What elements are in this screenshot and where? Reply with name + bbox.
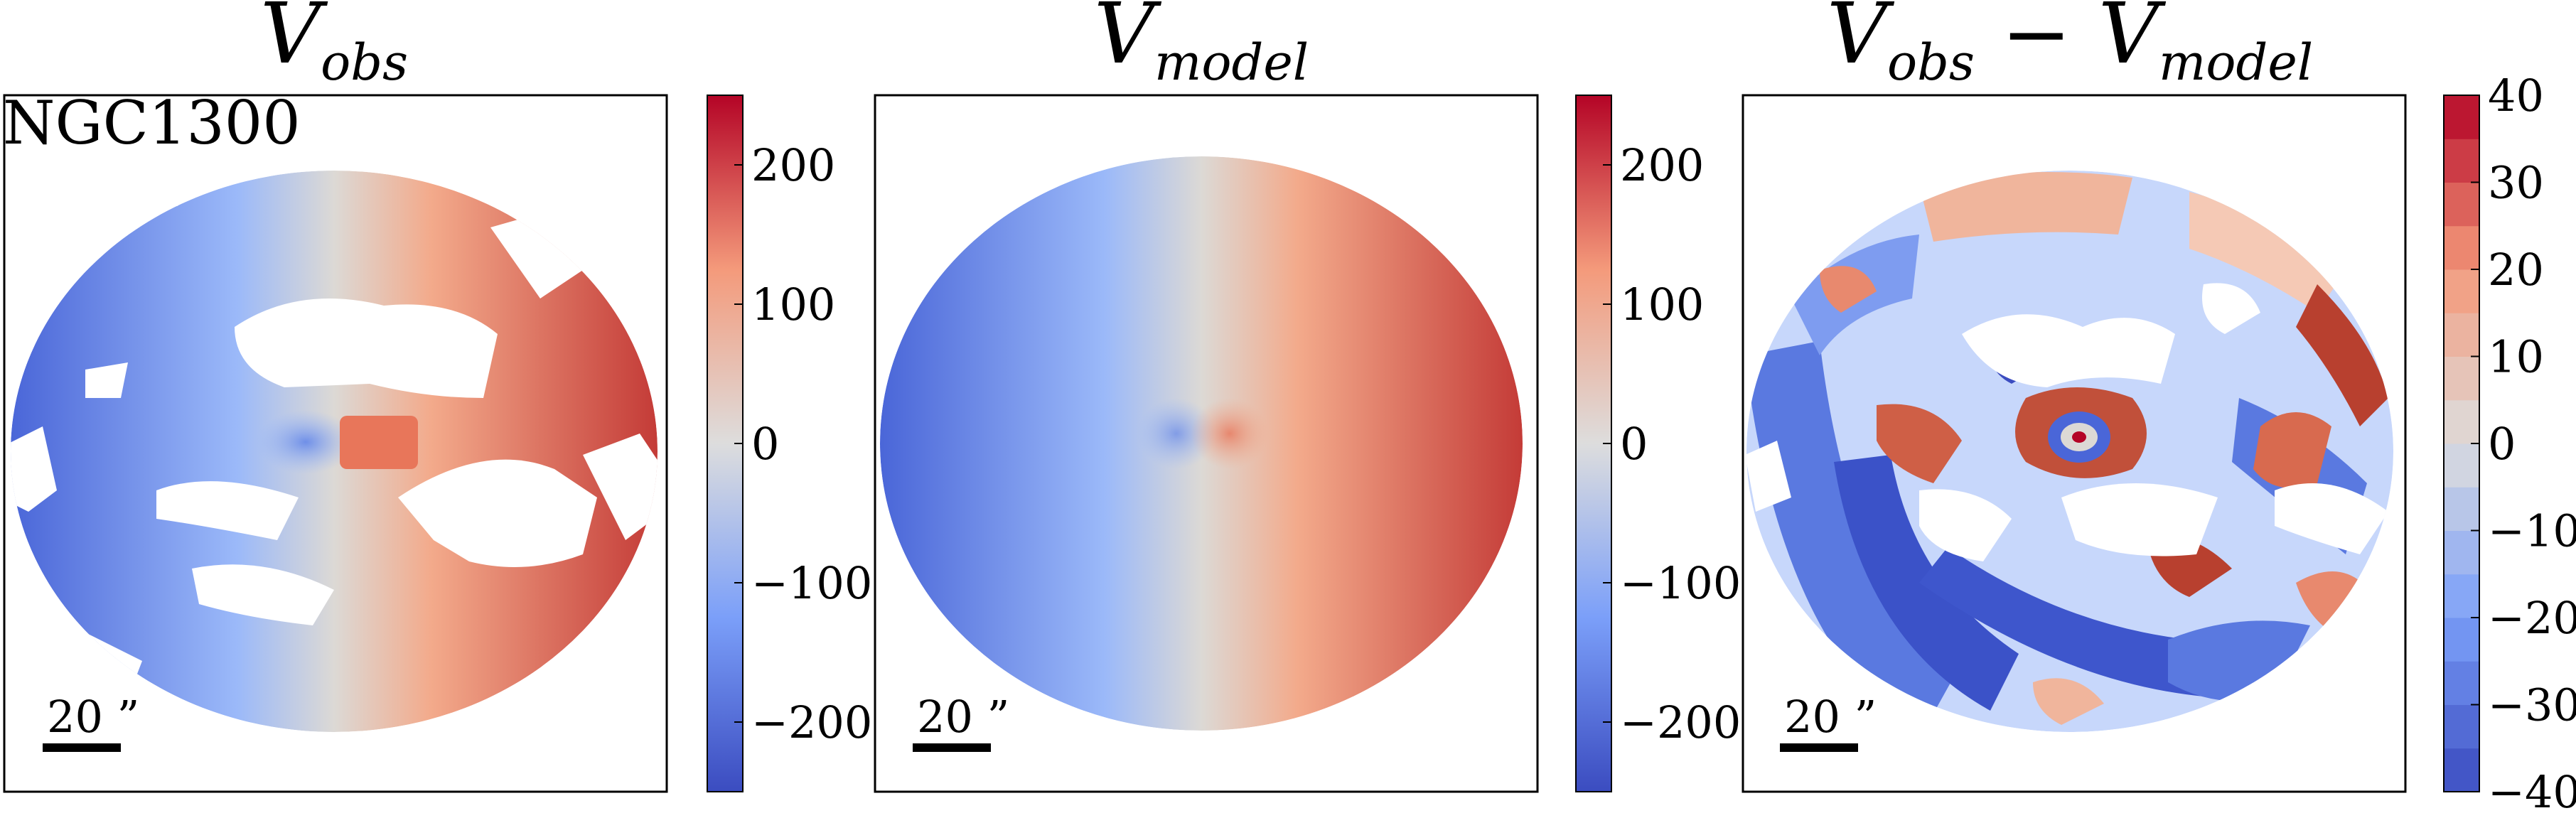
residual-scale-bar <box>1780 743 1858 752</box>
colorbar-tick-label: 30 <box>2488 157 2544 209</box>
colorbar-tick-label: −200 <box>751 696 872 748</box>
residual-scale-bar-label: 20 ” <box>1784 691 1877 743</box>
colorbar-tick-label: −20 <box>2488 592 2576 644</box>
panel-title-residual: Vobs − Vmodel <box>1827 0 2313 92</box>
colorbar-level <box>2444 530 2479 575</box>
vmodel-scale-bar-label: 20 ” <box>917 691 1009 743</box>
colorbar-tick-label: 0 <box>2488 418 2516 470</box>
colorbar-tick-label: −10 <box>2488 505 2576 557</box>
colorbar-tick-label: 200 <box>1620 139 1704 191</box>
colorbar-level <box>2444 443 2479 488</box>
colorbar-tick-label: −30 <box>2488 679 2576 731</box>
vobs-scale-bar-label: 20 ” <box>47 691 139 743</box>
colorbar-level <box>2444 356 2479 401</box>
vmodel-velocity-field <box>880 156 1523 731</box>
colorbar-level <box>2444 269 2479 313</box>
panel-vmodel: 20 ” <box>874 94 1539 793</box>
colorbar-tick-label: −200 <box>1620 696 1741 748</box>
colorbar-tick-label: −40 <box>2488 766 2576 818</box>
panel-residual: 20 ” <box>1742 94 2407 793</box>
panel-vobs: NGC1300 20 ” <box>3 88 668 793</box>
colorbar-level <box>2444 313 2479 357</box>
colorbar-tick-label: 100 <box>751 279 835 330</box>
colorbar-level <box>2444 487 2479 531</box>
galaxy-name: NGC1300 <box>3 88 301 158</box>
vobs-scale-bar <box>43 743 121 752</box>
colorbar-residual: −40 −30 −20 −10 0 10 20 30 40 <box>2443 70 2576 818</box>
colorbar-tick-label: 20 <box>2488 244 2544 296</box>
panel-title-vobs: Vobs <box>260 0 408 92</box>
colorbar-tick-label: 100 <box>1620 279 1704 330</box>
colorbar-vmodel: −200 −100 0 100 200 <box>1575 95 1741 792</box>
colorbar-level <box>2444 574 2479 618</box>
colorbar-tick-label: 40 <box>2488 70 2544 122</box>
colorbar-tick-label: −100 <box>751 557 872 609</box>
vmodel-scale-bar <box>913 743 991 752</box>
colorbar-tick-label: 0 <box>751 418 779 470</box>
vobs-core-red <box>340 416 418 469</box>
colorbar-level <box>2444 748 2479 792</box>
colorbar-level <box>2444 399 2479 444</box>
colorbar-tick-label: −100 <box>1620 557 1741 609</box>
panel-title-vmodel: Vmodel <box>1094 0 1309 92</box>
colorbar-tick-label: 0 <box>1620 418 1648 470</box>
colorbar-level <box>2444 95 2479 139</box>
vmodel-core-red <box>1191 398 1269 469</box>
colorbar-tick-label: 200 <box>751 139 835 191</box>
colorbar-level <box>2444 225 2479 270</box>
colorbar-level <box>2444 182 2479 227</box>
colorbar-level <box>2444 704 2479 749</box>
vobs-core-blue <box>256 410 355 474</box>
colorbar-level <box>2444 618 2479 662</box>
colorbar-level <box>2444 661 2479 705</box>
colorbar-tick-label: 10 <box>2488 331 2544 383</box>
colorbar-vobs: −200 −100 0 100 200 <box>707 95 872 792</box>
colorbar-level <box>2444 139 2479 183</box>
